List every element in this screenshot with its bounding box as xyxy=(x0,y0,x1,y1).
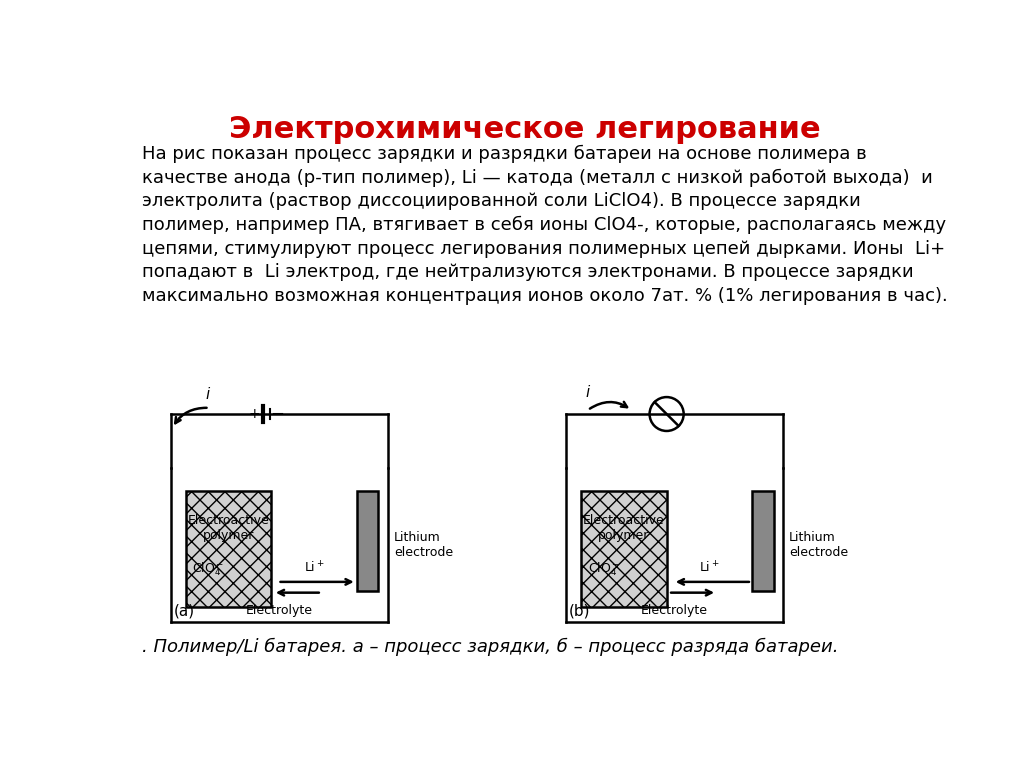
Text: Li$^+$: Li$^+$ xyxy=(304,561,325,576)
Text: Electrolyte: Electrolyte xyxy=(246,604,312,617)
Text: Electroactive
polymer: Electroactive polymer xyxy=(187,514,269,542)
Bar xyxy=(356,491,378,591)
Text: +: + xyxy=(249,407,260,421)
Text: Электрохимическое легирование: Электрохимическое легирование xyxy=(229,115,820,144)
Text: Lithium
electrode: Lithium electrode xyxy=(394,531,453,559)
Text: (a): (a) xyxy=(174,604,195,619)
Text: i: i xyxy=(586,386,590,400)
Text: Li$^+$: Li$^+$ xyxy=(699,561,720,576)
Text: ClO$_4^-$: ClO$_4^-$ xyxy=(193,561,224,578)
Text: i: i xyxy=(206,387,210,402)
Bar xyxy=(582,491,667,607)
Text: ClO$_4^-$: ClO$_4^-$ xyxy=(588,561,620,578)
Text: Lithium
electrode: Lithium electrode xyxy=(790,531,848,559)
Text: −: − xyxy=(270,405,285,423)
Text: . Полимер/Li батарея. а – процесс зарядки, б – процесс разряда батареи.: . Полимер/Li батарея. а – процесс зарядк… xyxy=(142,637,839,656)
Text: (b): (b) xyxy=(569,604,591,619)
Text: Electroactive
polymer: Electroactive polymer xyxy=(583,514,665,542)
Bar xyxy=(186,491,271,607)
Bar xyxy=(752,491,773,591)
Text: На рис показан процесс зарядки и разрядки батареи на основе полимера в
качестве : На рис показан процесс зарядки и разрядк… xyxy=(142,144,947,305)
Text: Electrolyte: Electrolyte xyxy=(641,604,708,617)
